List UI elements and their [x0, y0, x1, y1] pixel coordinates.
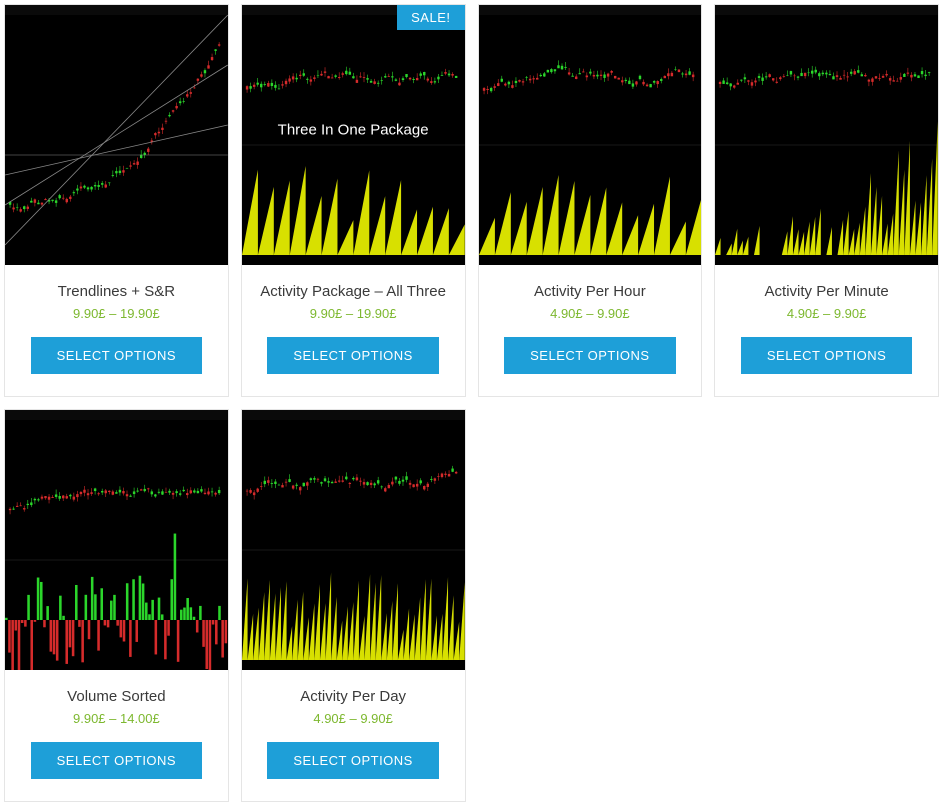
product-card: Activity Per Day 4.90£ – 9.90£ SELECT OPTI… — [241, 409, 466, 802]
product-thumbnail[interactable]: SALE! Three In One Package — [242, 5, 465, 265]
select-options-button[interactable]: SELECT OPTIONS — [31, 742, 202, 779]
product-price: 9.90£ – 14.00£ — [15, 711, 218, 726]
select-options-button[interactable]: SELECT OPTIONS — [31, 337, 202, 374]
select-options-button[interactable]: SELECT OPTIONS — [267, 742, 438, 779]
product-title[interactable]: Activity Package – All Three — [252, 283, 455, 300]
product-card: Activity Per Minute 4.90£ – 9.90£ SELECT O… — [714, 4, 939, 397]
product-price: 4.90£ – 9.90£ — [725, 306, 928, 321]
product-title[interactable]: Activity Per Day — [252, 688, 455, 705]
product-title[interactable]: Volume Sorted — [15, 688, 218, 705]
product-price: 4.90£ – 9.90£ — [489, 306, 692, 321]
select-options-button[interactable]: SELECT OPTIONS — [741, 337, 912, 374]
product-price: 9.90£ – 19.90£ — [15, 306, 218, 321]
thumbnail-overlay-text: Three In One Package — [278, 121, 429, 138]
product-title[interactable]: Trendlines + S&R — [15, 283, 218, 300]
product-card: Activity Per Hour 4.90£ – 9.90£ SELECT OPT… — [478, 4, 703, 397]
select-options-button[interactable]: SELECT OPTIONS — [504, 337, 675, 374]
product-card: Trendlines + S&R 9.90£ – 19.90£ SELECT OPT… — [4, 4, 229, 397]
product-info: Activity Per Minute 4.90£ – 9.90£ SELECT O… — [715, 265, 938, 396]
product-card: Volume Sorted 9.90£ – 14.00£ SELECT OPTION… — [4, 409, 229, 802]
product-grid: Trendlines + S&R 9.90£ – 19.90£ SELECT OPT… — [4, 4, 939, 802]
product-thumbnail[interactable] — [242, 410, 465, 670]
product-thumbnail[interactable] — [715, 5, 938, 265]
sale-badge: SALE! — [397, 5, 464, 30]
product-price: 4.90£ – 9.90£ — [252, 711, 455, 726]
product-title[interactable]: Activity Per Hour — [489, 283, 692, 300]
product-thumbnail[interactable] — [479, 5, 702, 265]
product-price: 9.90£ – 19.90£ — [252, 306, 455, 321]
product-thumbnail[interactable] — [5, 410, 228, 670]
product-info: Activity Per Day 4.90£ – 9.90£ SELECT OPTI… — [242, 670, 465, 801]
product-thumbnail[interactable] — [5, 5, 228, 265]
select-options-button[interactable]: SELECT OPTIONS — [267, 337, 438, 374]
product-info: Activity Package – All Three 9.90£ – 19.9… — [242, 265, 465, 396]
product-info: Volume Sorted 9.90£ – 14.00£ SELECT OPTION… — [5, 670, 228, 801]
product-card: SALE! Three In One Package Activity Packag… — [241, 4, 466, 397]
product-title[interactable]: Activity Per Minute — [725, 283, 928, 300]
product-info: Trendlines + S&R 9.90£ – 19.90£ SELECT OPT… — [5, 265, 228, 396]
product-info: Activity Per Hour 4.90£ – 9.90£ SELECT OPT… — [479, 265, 702, 396]
